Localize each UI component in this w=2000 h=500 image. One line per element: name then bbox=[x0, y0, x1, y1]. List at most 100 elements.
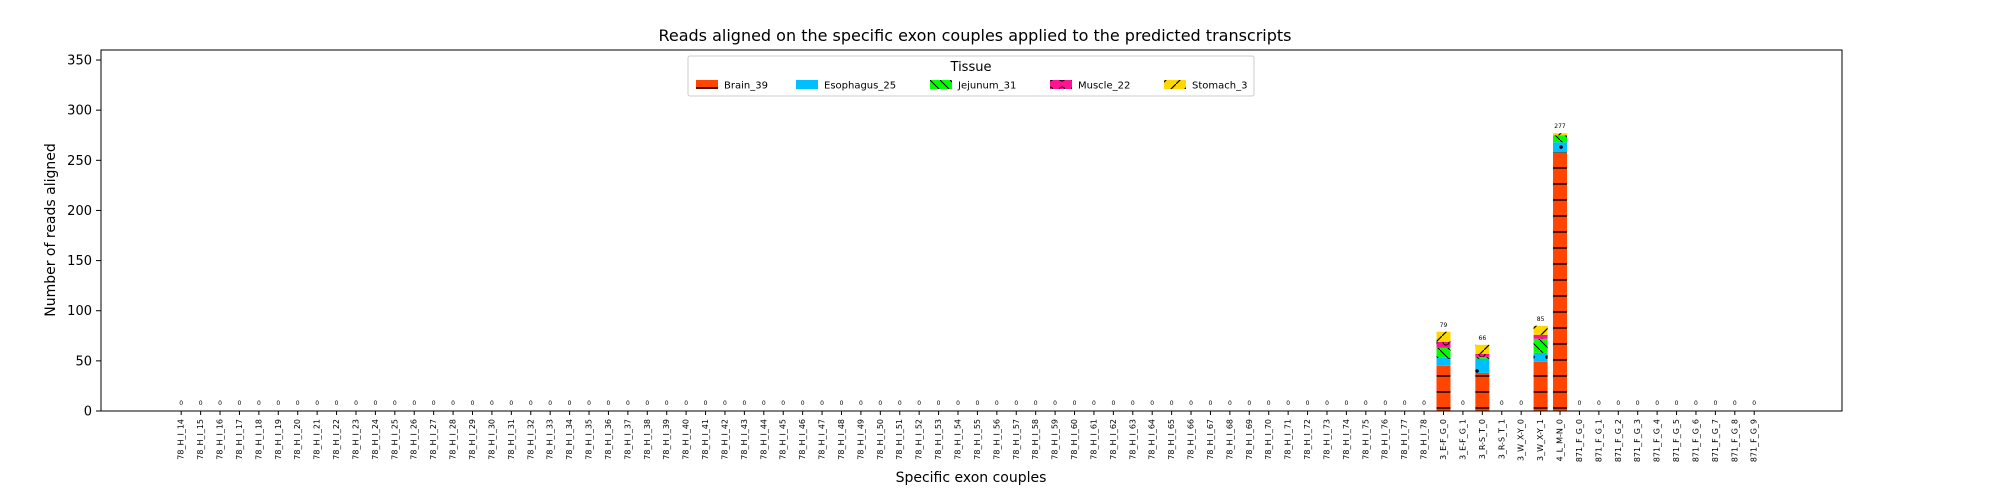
bar-value-label: 0 bbox=[1636, 400, 1640, 407]
x-tick-label: 78_H_I_66 bbox=[1187, 419, 1196, 460]
x-tick-label: 3_R-S_T_0 bbox=[1478, 419, 1487, 459]
x-tick-label: 871_F_G_7 bbox=[1711, 419, 1720, 462]
x-tick-label: 78_H_I_78 bbox=[1420, 419, 1429, 460]
legend-label: Jejunum_31 bbox=[957, 81, 1016, 92]
x-tick-label: 78_H_I_64 bbox=[1148, 419, 1157, 460]
bar-segment-hatch bbox=[1475, 372, 1490, 411]
x-tick-label: 78_H_I_75 bbox=[1361, 419, 1370, 460]
bar-value-label: 0 bbox=[296, 400, 300, 407]
bar-value-label: 0 bbox=[1150, 400, 1154, 407]
bar-value-label: 0 bbox=[1733, 400, 1737, 407]
bar-value-label: 0 bbox=[179, 400, 183, 407]
bar-value-label: 0 bbox=[548, 400, 552, 407]
bar-value-label: 0 bbox=[1267, 400, 1271, 407]
x-tick-label: 78_H_I_57 bbox=[1012, 419, 1021, 460]
bar-value-label: 0 bbox=[1403, 400, 1407, 407]
x-tick-label: 871_F_G_1 bbox=[1594, 419, 1603, 462]
y-tick-label: 350 bbox=[67, 54, 92, 69]
bar-value-label: 0 bbox=[1500, 400, 1504, 407]
x-tick-label: 78_H_I_74 bbox=[1342, 419, 1351, 460]
x-tick-label: 78_H_I_33 bbox=[546, 419, 555, 460]
bar-value-label: 0 bbox=[315, 400, 319, 407]
bar-segment-hatch bbox=[1475, 358, 1490, 373]
legend-item-brain-39: Brain_39 bbox=[696, 80, 768, 92]
x-tick-label: 3_E-F_G_0 bbox=[1439, 419, 1448, 460]
bar-value-label: 0 bbox=[976, 400, 980, 407]
bar-value-label: 0 bbox=[1713, 400, 1717, 407]
x-tick-label: 78_H_I_34 bbox=[565, 419, 574, 460]
x-tick-label: 78_H_I_21 bbox=[313, 419, 322, 460]
x-tick-label: 78_H_I_14 bbox=[177, 419, 186, 460]
x-tick-label: 871_F_G_5 bbox=[1672, 419, 1681, 462]
bar-value-label: 0 bbox=[1189, 400, 1193, 407]
x-tick-label: 871_F_G_2 bbox=[1614, 419, 1623, 462]
bar-segment-hatch bbox=[1533, 334, 1548, 339]
bar-value-label: 0 bbox=[373, 400, 377, 407]
x-tick-label: 78_H_I_42 bbox=[720, 419, 729, 460]
x-tick-label: 78_H_I_37 bbox=[623, 419, 632, 460]
y-tick-label: 250 bbox=[67, 154, 92, 169]
x-tick-label: 78_H_I_36 bbox=[604, 419, 613, 460]
bar-value-label: 0 bbox=[257, 400, 261, 407]
y-tick-label: 300 bbox=[67, 104, 92, 119]
x-tick-label: 78_H_I_71 bbox=[1284, 419, 1293, 460]
legend-box bbox=[687, 55, 1255, 97]
x-tick-label: 78_H_I_16 bbox=[216, 419, 225, 460]
bar-value-label: 0 bbox=[1694, 400, 1698, 407]
bar-value-label: 0 bbox=[529, 400, 533, 407]
bar-value-label: 0 bbox=[1655, 400, 1659, 407]
x-tick-label: 78_H_I_58 bbox=[1031, 419, 1040, 460]
x-tick-label: 78_H_I_39 bbox=[662, 419, 671, 460]
legend-item-jejunum-31: Jejunum_31 bbox=[930, 80, 1016, 92]
x-tick-label: 78_H_I_19 bbox=[274, 419, 283, 460]
bar-value-label: 0 bbox=[238, 400, 242, 407]
x-tick-label: 78_H_I_48 bbox=[837, 419, 846, 460]
bar-segment-hatch bbox=[1553, 142, 1568, 153]
x-tick-label: 78_H_I_72 bbox=[1303, 419, 1312, 460]
x-tick-label: 78_H_I_54 bbox=[954, 419, 963, 460]
bar-value-label: 0 bbox=[840, 400, 844, 407]
x-tick-label: 78_H_I_63 bbox=[1128, 419, 1137, 460]
x-tick-label: 78_H_I_38 bbox=[643, 419, 652, 460]
x-tick-label: 78_H_I_44 bbox=[759, 419, 768, 460]
bar-value-label: 0 bbox=[1325, 400, 1329, 407]
bar-value-label: 0 bbox=[859, 400, 863, 407]
bar-value-label: 0 bbox=[723, 400, 727, 407]
bar-value-label: 0 bbox=[1675, 400, 1679, 407]
bar-segment-hatch bbox=[1533, 361, 1548, 411]
x-tick-label: 3_W_X-Y_1 bbox=[1536, 419, 1545, 461]
bar-value-label: 0 bbox=[354, 400, 358, 407]
y-tick-label: 200 bbox=[67, 204, 92, 219]
x-tick-label: 78_H_I_70 bbox=[1264, 419, 1273, 460]
x-tick-label: 78_H_I_67 bbox=[1206, 419, 1215, 460]
bar-value-label: 0 bbox=[626, 400, 630, 407]
y-tick-label: 0 bbox=[84, 405, 92, 420]
x-tick-label: 78_H_I_47 bbox=[818, 419, 827, 460]
bar-value-labels: 0 0 0 0 0 0 0 0 0 0 0 0 0 0 0 0 0 0 0 0 0 0 0 0 0 0 0 0 0 0 0 0 0 0 0 0 0 0 0 0… bbox=[179, 123, 1756, 407]
x-tick-label: 78_H_I_41 bbox=[701, 419, 710, 460]
bar-value-label: 85 bbox=[1537, 316, 1545, 323]
x-tick-label: 78_H_I_59 bbox=[1051, 419, 1060, 460]
bar-value-label: 0 bbox=[1111, 400, 1115, 407]
bar-value-label: 0 bbox=[568, 400, 572, 407]
bar-value-label: 0 bbox=[1752, 400, 1756, 407]
bar-value-label: 0 bbox=[801, 400, 805, 407]
bar-segment-hatch bbox=[1553, 133, 1568, 136]
x-tick-label: 78_H_I_49 bbox=[856, 419, 865, 460]
bar-segment-hatch bbox=[1436, 347, 1451, 358]
bar-segment-hatch bbox=[1436, 341, 1451, 348]
x-tick-label: 78_H_I_28 bbox=[449, 419, 458, 460]
bar-value-label: 0 bbox=[1247, 400, 1251, 407]
bar-value-label: 0 bbox=[684, 400, 688, 407]
bar-value-label: 0 bbox=[607, 400, 611, 407]
legend-title: Tissue bbox=[950, 60, 992, 75]
plot-frame bbox=[100, 49, 1843, 412]
y-axis-label: Number of reads aligned bbox=[43, 143, 59, 317]
bar-value-label: 0 bbox=[937, 400, 941, 407]
legend-label: Muscle_22 bbox=[1078, 81, 1130, 92]
bar-value-label: 0 bbox=[199, 400, 203, 407]
bar-value-label: 0 bbox=[1461, 400, 1465, 407]
x-tick-label: 78_H_I_68 bbox=[1225, 419, 1234, 460]
x-tick-label: 871_F_G_4 bbox=[1653, 419, 1662, 462]
